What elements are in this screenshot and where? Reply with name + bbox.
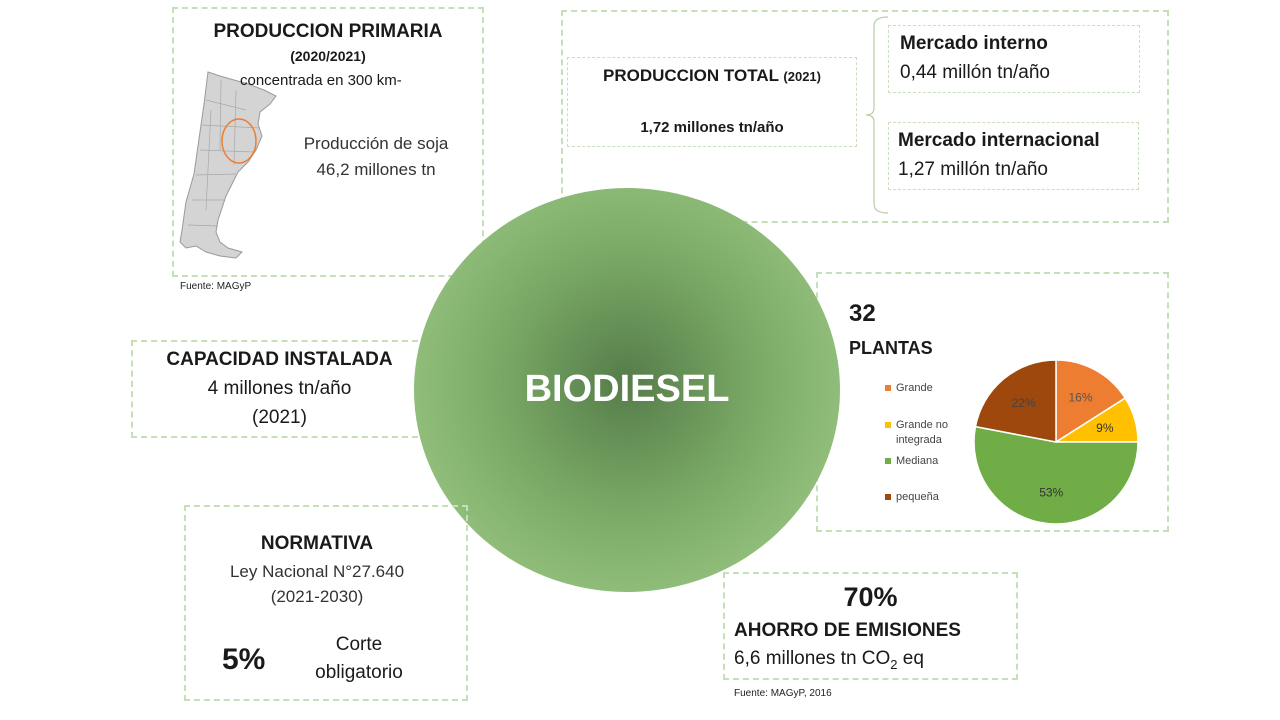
capacity-title: CAPACIDAD INSTALADA [166, 349, 393, 370]
primary-concentrated: concentrada en 300 km- [240, 72, 402, 89]
primary-source: Fuente: MAGyP [180, 281, 252, 292]
total-title-text: PRODUCCION TOTAL [603, 66, 779, 85]
emissions-value-suffix: eq [897, 648, 924, 669]
argentina-map-shape [179, 71, 277, 259]
emissions-source: Fuente: MAGyP, 2016 [734, 688, 832, 699]
pie-label-2: 53% [1039, 486, 1063, 500]
emissions-box [723, 572, 1018, 680]
internal-value: 0,44 millón tn/año [900, 62, 1050, 83]
legend-label-mediana: Mediana [896, 455, 939, 467]
internal-title: Mercado interno [900, 33, 1048, 54]
pie-label-1: 9% [1096, 421, 1114, 435]
plants-count: 32 [849, 300, 876, 327]
total-inner-box [567, 57, 857, 147]
emissions-title: AHORRO DE EMISIONES [734, 620, 961, 641]
legend-swatch-grande [885, 385, 891, 391]
primary-period: (2020/2021) [290, 48, 366, 64]
international-title: Mercado internacional [898, 130, 1100, 151]
international-market-box [888, 122, 1139, 190]
argentina-map [179, 71, 277, 259]
total-year: (2021) [783, 69, 821, 84]
plants-label: PLANTAS [849, 338, 933, 358]
pie-slice-0 [1055, 359, 1127, 444]
legend-swatch-mediana [885, 458, 891, 464]
total-title: PRODUCCION TOTAL (2021) [567, 66, 857, 86]
pie-slice-2 [973, 425, 1139, 525]
emissions-value: 6,6 millones tn CO2 eq [734, 648, 924, 672]
legend-label-grande-no-integrada: Grande no integrada [896, 419, 948, 446]
plants-pie-chart: 16% 9% 53% 22% [973, 359, 1139, 525]
total-value: 1,72 millones tn/año [640, 119, 784, 136]
normativa-cut-line1: Corte [335, 634, 383, 655]
normativa-law: Ley Nacional N°27.640 [229, 562, 405, 581]
normativa-cut-line2: obligatorio [315, 662, 403, 683]
emissions-pct: 70% [843, 582, 898, 612]
soy-value: 46,2 millones tn [316, 160, 436, 179]
normativa-period: (2021-2030) [270, 587, 364, 606]
legend-label-pequena: pequeña [896, 491, 939, 503]
emissions-value-prefix: 6,6 millones tn CO [734, 648, 891, 669]
primary-title: PRODUCCION PRIMARIA [213, 21, 443, 42]
normativa-box [184, 505, 468, 701]
internal-market-box [888, 25, 1140, 93]
normativa-pct: 5% [222, 643, 266, 676]
normativa-title: NORMATIVA [260, 533, 374, 554]
capacity-year: (2021) [252, 407, 307, 428]
pie-label-3: 22% [1012, 396, 1036, 410]
total-bracket [865, 16, 889, 214]
legend-label-grande: Grande [896, 382, 933, 394]
primary-production-box [172, 7, 484, 277]
international-value: 1,27 millón tn/año [898, 159, 1048, 180]
soy-label: Producción de soja [303, 134, 449, 153]
pie-label-0: 16% [1068, 390, 1092, 404]
emissions-value-sub: 2 [890, 656, 898, 672]
legend-swatch-pequena [885, 494, 891, 500]
total-production-box [561, 10, 1169, 223]
province-lines [187, 79, 261, 227]
biodiesel-circle [414, 188, 840, 592]
biodiesel-title: BIODIESEL [524, 368, 730, 410]
capacity-value: 4 millones tn/año [207, 378, 352, 399]
legend-swatch-grande-no-integrada [885, 422, 891, 428]
soy-zone-marker [221, 118, 257, 164]
pie-slice-3 [974, 359, 1057, 443]
